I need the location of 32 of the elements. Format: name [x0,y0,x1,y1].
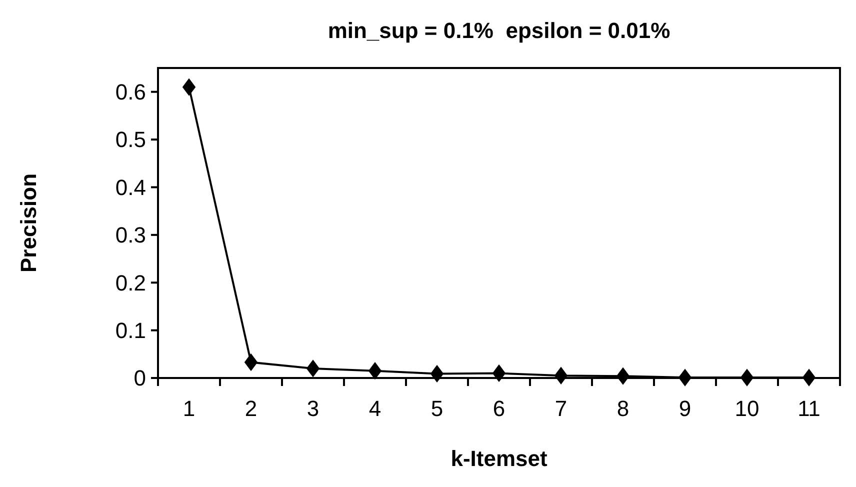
point [802,368,816,386]
point [306,360,320,378]
x-tick-label: 7 [554,396,568,421]
point [368,362,382,380]
y-tick-label: 0.3 [115,222,146,248]
x-tick-label: 9 [678,396,692,421]
x-tick-label: 8 [616,396,630,421]
y-tick-label: 0.2 [115,270,146,296]
point [554,366,568,384]
y-tick-label: 0.1 [115,318,146,344]
chart-title: min_sup = 0.1% epsilon = 0.01% [328,18,670,43]
point [244,353,258,372]
point [678,368,692,386]
point [182,78,196,96]
x-tick-label: 10 [734,396,760,421]
x-tick-label: 2 [244,396,258,421]
x-axis-title: k-Itemset [450,446,548,471]
x-tick-label: 5 [430,396,444,421]
x-tick-label: 4 [368,396,382,421]
y-tick-label: 0 [134,366,146,391]
y-tick-label: 0.5 [115,127,146,152]
x-tick-label: 6 [492,396,506,421]
point [616,367,630,385]
point [492,364,506,382]
y-tick-label: 0.4 [115,174,146,200]
point [740,368,754,386]
point [430,364,444,383]
y-axis-title: Precision [16,173,41,273]
x-tick-label: 11 [798,396,820,421]
x-tick-label: 3 [306,396,320,421]
y-tick-label: 0.6 [115,80,146,105]
x-tick-label: 1 [182,396,196,421]
